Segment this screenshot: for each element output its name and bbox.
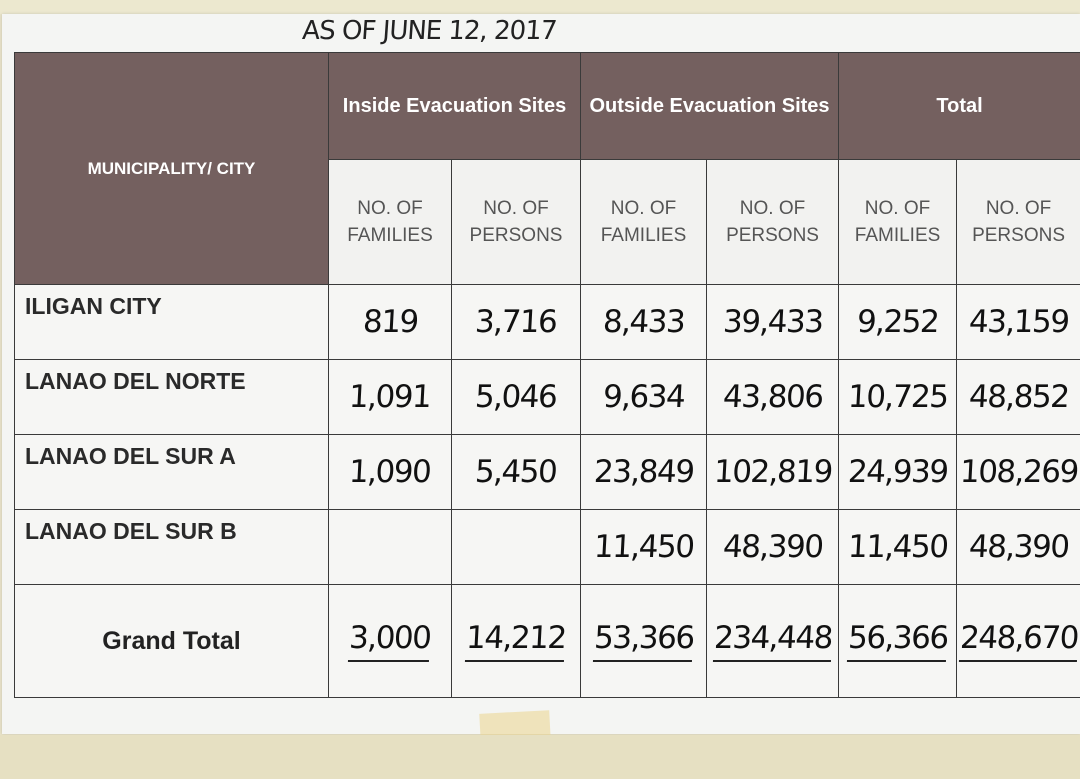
row-label: LANAO DEL SUR A bbox=[14, 434, 329, 510]
group-header-total: Total bbox=[838, 52, 1080, 160]
data-cell: 39,433 bbox=[706, 284, 840, 360]
date-line: AS OF JUNE 12, 2017 bbox=[301, 16, 558, 46]
data-cell: 11,450 bbox=[580, 509, 708, 585]
municipality-header: MUNICIPALITY/ CITY bbox=[14, 52, 329, 285]
grand-total-cell: 14,212 bbox=[450, 584, 582, 698]
table-row: ILIGAN CITY 819 3,716 8,433 39,433 9,252… bbox=[14, 284, 1080, 360]
row-label: LANAO DEL NORTE bbox=[14, 359, 329, 435]
subheader: NO. OF FAMILIES bbox=[838, 159, 958, 285]
data-cell: 1,091 bbox=[328, 359, 452, 435]
data-cell: 43,806 bbox=[706, 359, 840, 435]
table-row: LANAO DEL SUR B 11,450 48,390 11,450 48,… bbox=[14, 509, 1080, 585]
data-cell: 819 bbox=[328, 284, 452, 360]
grand-total-row: Grand Total 3,000 14,212 53,366 234,448 … bbox=[14, 584, 1080, 698]
data-cell: 43,159 bbox=[956, 284, 1080, 360]
data-cell: 10,725 bbox=[838, 359, 958, 435]
grand-total-cell: 3,000 bbox=[328, 584, 452, 698]
data-cell: 5,450 bbox=[450, 434, 582, 510]
subheader: NO. OF PERSONS bbox=[450, 159, 582, 285]
group-header-outside: Outside Evacuation Sites bbox=[580, 52, 840, 160]
row-label: LANAO DEL SUR B bbox=[14, 509, 329, 585]
grand-total-label: Grand Total bbox=[14, 584, 329, 698]
subheader: NO. OF FAMILIES bbox=[580, 159, 708, 285]
data-cell: 1,090 bbox=[328, 434, 452, 510]
data-cell: 23,849 bbox=[580, 434, 708, 510]
subheader: NO. OF FAMILIES bbox=[328, 159, 452, 285]
table-row: LANAO DEL SUR A 1,090 5,450 23,849 102,8… bbox=[14, 434, 1080, 510]
data-cell: 9,634 bbox=[580, 359, 708, 435]
data-cell: 48,390 bbox=[956, 509, 1080, 585]
data-cell: 9,252 bbox=[838, 284, 958, 360]
wall-top bbox=[0, 0, 1080, 14]
grand-total-cell: 53,366 bbox=[580, 584, 708, 698]
data-cell bbox=[328, 509, 452, 585]
data-cell: 8,433 bbox=[580, 284, 708, 360]
data-cell: 5,046 bbox=[450, 359, 582, 435]
data-cell: 48,390 bbox=[706, 509, 840, 585]
data-cell: 102,819 bbox=[706, 434, 840, 510]
data-cell bbox=[450, 509, 582, 585]
group-header-inside: Inside Evacuation Sites bbox=[327, 52, 582, 160]
grand-total-cell: 248,670 bbox=[956, 584, 1080, 698]
table-row: LANAO DEL NORTE 1,091 5,046 9,634 43,806… bbox=[14, 359, 1080, 435]
data-cell: 24,939 bbox=[838, 434, 958, 510]
wall-bottom bbox=[0, 735, 1080, 779]
subheader: NO. OF PERSONS bbox=[956, 159, 1080, 285]
row-label: ILIGAN CITY bbox=[14, 284, 329, 360]
data-cell: 108,269 bbox=[956, 434, 1080, 510]
grand-total-cell: 56,366 bbox=[838, 584, 958, 698]
grand-total-cell: 234,448 bbox=[706, 584, 840, 698]
data-cell: 3,716 bbox=[450, 284, 582, 360]
data-cell: 48,852 bbox=[956, 359, 1080, 435]
data-cell: 11,450 bbox=[838, 509, 958, 585]
evacuation-table: MUNICIPALITY/ CITY Inside Evacuation Sit… bbox=[14, 52, 1080, 698]
subheader: NO. OF PERSONS bbox=[706, 159, 840, 285]
